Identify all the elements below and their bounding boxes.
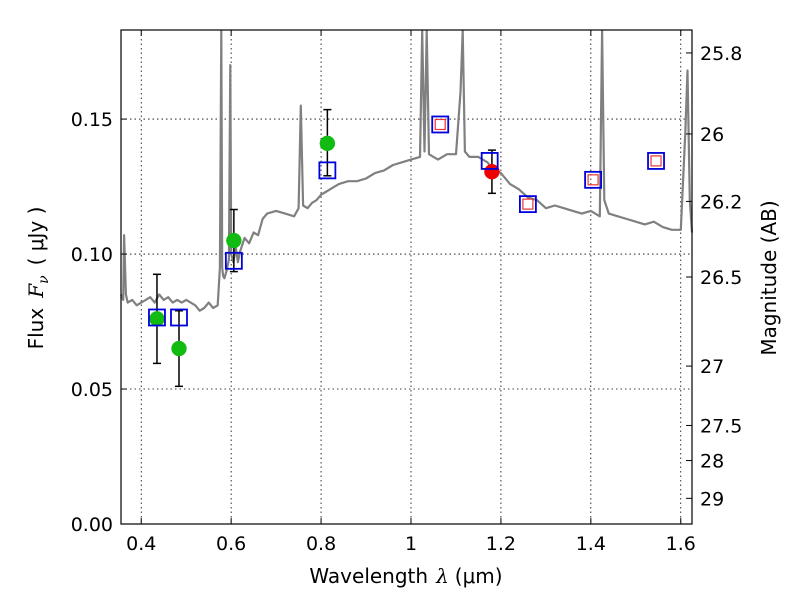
photometry-point xyxy=(484,163,500,180)
y2-tick-label: 25.8 xyxy=(700,43,742,65)
y-axis-label: FluxFν( μJy ) xyxy=(24,207,52,350)
model-point-inner xyxy=(587,174,599,186)
y2-tick-label: 26 xyxy=(700,124,724,146)
y2-axis-label: Magnitude (AB) xyxy=(757,200,781,355)
photometry-point xyxy=(171,340,187,357)
model-point-inner xyxy=(434,118,446,131)
x-tick-label: 1 xyxy=(405,533,417,555)
x-tick-label: 1.2 xyxy=(486,533,516,555)
y-tick-label: 0.15 xyxy=(71,109,113,131)
model-point xyxy=(318,161,337,180)
photometry-point xyxy=(319,135,336,152)
model-point-inner xyxy=(650,155,662,167)
model-point xyxy=(170,308,188,327)
y2-tick-label: 29 xyxy=(700,488,724,510)
photometry-point xyxy=(226,232,242,249)
y2-tick-label: 26.2 xyxy=(700,191,742,213)
y2-tick-label: 26.5 xyxy=(700,267,742,289)
model-point xyxy=(431,115,450,134)
y2-tick-label: 27.5 xyxy=(700,415,742,437)
grid xyxy=(121,30,692,525)
model-point xyxy=(224,251,243,270)
y2-tick-label: 27 xyxy=(700,356,724,378)
photometry-point xyxy=(149,311,165,327)
x-axis-label: Wavelength λ (μm) xyxy=(309,564,502,588)
x-tick-label: 1.4 xyxy=(576,533,606,555)
marker-layer xyxy=(148,115,665,357)
y-tick-label: 0.00 xyxy=(71,514,113,536)
spectrum-line xyxy=(119,29,694,312)
x-tick-label: 0.6 xyxy=(216,533,246,555)
x-tick-label: 1.6 xyxy=(666,533,696,555)
model-point xyxy=(584,170,602,189)
x-tick-label: 0.4 xyxy=(126,533,156,555)
model-point xyxy=(647,152,665,170)
y2-tick-label: 28 xyxy=(700,451,724,473)
model-point xyxy=(148,308,166,327)
y-tick-label: 0.05 xyxy=(71,379,113,401)
x-tick-label: 0.8 xyxy=(306,533,336,555)
spectrum-layer xyxy=(119,29,694,312)
errorbar-layer xyxy=(152,108,496,388)
model-point-inner xyxy=(522,198,534,210)
plot-frame xyxy=(120,29,693,525)
model-point xyxy=(480,152,499,170)
y-tick-label: 0.10 xyxy=(71,244,113,266)
model-point xyxy=(518,195,537,214)
ticks: 0.4 0.6 0.8 1 1.2 1.4 1.6 0.00 0.05 0.10 0.15 25.8 2… xyxy=(71,30,742,555)
